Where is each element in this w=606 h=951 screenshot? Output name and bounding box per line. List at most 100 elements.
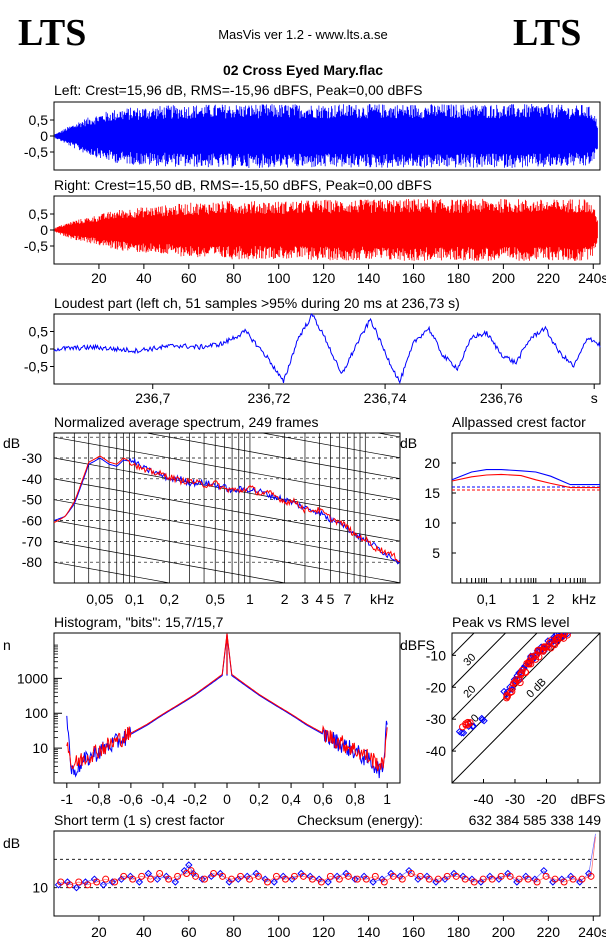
short-crest-left-point xyxy=(576,878,584,886)
crest-xtick-label: 1 xyxy=(532,591,540,607)
spectrum-xtick-label: 5 xyxy=(327,591,335,607)
loudest-part-title: Loudest part (left ch, 51 samples >95% d… xyxy=(54,295,460,311)
spectrum-xtick-label: 0,1 xyxy=(125,591,145,607)
spectrum-xtick-label: 7 xyxy=(344,591,352,607)
spectrum-pink-line xyxy=(54,520,400,583)
crest-frame xyxy=(451,432,601,584)
peak-rms-xtick-label: -30 xyxy=(505,791,525,807)
right-waveform-xtick-label: 200 xyxy=(492,270,516,286)
peak-rms-right-point xyxy=(531,652,539,660)
spectrum-data xyxy=(54,455,400,565)
loudest-ytick-label: 0,5 xyxy=(29,324,49,340)
spectrum-right-line xyxy=(54,455,400,562)
right-waveform-ytick-label: 0 xyxy=(40,222,48,238)
short-crest-left-point xyxy=(252,869,260,878)
crest-ytick-label: 15 xyxy=(424,485,440,501)
short-crest-left-point xyxy=(216,869,224,878)
short-crest-left-point xyxy=(495,875,503,883)
short-crest-right-point xyxy=(174,872,182,880)
crest-right-line xyxy=(451,473,600,489)
logo-right: LTS xyxy=(513,12,581,54)
short-crest-right-point xyxy=(245,875,253,883)
crest-ytick-label: 20 xyxy=(424,455,440,471)
short-crest-left-point xyxy=(468,875,476,883)
spectrum-ytick-label: -60 xyxy=(22,513,42,529)
short-crest-right-point xyxy=(299,872,307,880)
loudest-xtick-label: 236,74 xyxy=(364,390,407,406)
short-crest-left-point xyxy=(261,875,269,883)
short-crest-left-point xyxy=(369,878,377,886)
crest-xtick-label: 2 xyxy=(547,591,555,607)
short-crest-right-point xyxy=(290,872,298,880)
short-crest-left-point xyxy=(558,875,566,883)
short-crest-left-point xyxy=(432,878,440,886)
peak-rms-right-point xyxy=(525,660,533,668)
short-crest-left-point xyxy=(81,878,90,886)
right-waveform-xtick-label: 120 xyxy=(312,270,336,286)
histogram-ytick-label: 10 xyxy=(32,740,48,756)
spectrum-xtick-label: 1 xyxy=(246,591,254,607)
short-crest-right-point xyxy=(515,875,523,883)
loudest-ytick-label: -0,5 xyxy=(24,359,48,375)
short-crest-xtick-label: 60 xyxy=(181,924,197,940)
short-crest-left-point xyxy=(279,872,287,881)
short-crest-right-point xyxy=(317,878,325,886)
peak-rms-crest-label: 40 xyxy=(461,620,478,637)
spectrum-xtick-label: 3 xyxy=(301,591,309,607)
short-crest-right-point xyxy=(398,875,406,883)
short-crest-xtick-label: 80 xyxy=(226,924,242,940)
short-crest-right-point xyxy=(102,875,110,883)
short-crest-left-point xyxy=(171,878,180,886)
short-crest-right-point xyxy=(560,878,568,886)
peak-rms-xtick-label: -40 xyxy=(473,791,493,807)
logo-left: LTS xyxy=(18,12,86,54)
short-crest-right-point xyxy=(187,867,195,875)
spectrum-pink-line xyxy=(54,499,400,563)
short-crest-right-point xyxy=(228,875,236,883)
short-crest-right-point xyxy=(219,872,227,880)
histogram-xtick-label: -0,8 xyxy=(87,791,111,807)
spectrum-title: Normalized average spectrum, 249 frames xyxy=(54,414,319,430)
short-crest-left-point xyxy=(90,875,99,883)
short-crest-left-point xyxy=(513,878,521,886)
peak-rms-left-point xyxy=(480,717,488,725)
loudest-xtick-label: 236,72 xyxy=(248,390,291,406)
short-crest-xtick-label: 180 xyxy=(447,924,471,940)
left-waveform-signal xyxy=(54,104,598,168)
peak-rms-left-point xyxy=(457,729,466,737)
peak-rms-right-point xyxy=(528,653,536,661)
short-crest-xtick-label: 140 xyxy=(357,924,381,940)
histogram-title: Histogram, "bits": 15,7/15,7 xyxy=(54,614,224,630)
short-crest-right-point xyxy=(344,872,352,880)
short-crest-right-point xyxy=(66,881,74,889)
short-crest-right-point xyxy=(236,872,244,880)
right-waveform-xtick-label: 100 xyxy=(267,270,291,286)
short-crest-left-point xyxy=(72,883,81,892)
checksum-value: 632 384 585 338 149 xyxy=(469,812,602,828)
histogram-ytick-label: 1000 xyxy=(17,670,48,686)
short-crest-left-point xyxy=(414,875,422,883)
peak-rms-right-point xyxy=(503,694,511,702)
histogram-xtick-label: 0 xyxy=(223,791,231,807)
right-waveform-ytick-label: -0,5 xyxy=(24,238,48,254)
right-waveform-xtick-label: 240s xyxy=(578,270,606,286)
short-crest-left-point xyxy=(441,875,449,883)
short-crest-right-point xyxy=(272,872,280,880)
loudest-signal xyxy=(53,312,601,385)
short-crest-left-point xyxy=(405,866,413,875)
spectrum-pink-line xyxy=(54,561,172,583)
histogram-xtick-label: 1 xyxy=(383,791,391,807)
peak-rms-xtick-label: dBFS xyxy=(570,791,605,807)
short-crest-right-point xyxy=(57,878,65,886)
short-crest-right-point xyxy=(263,878,271,886)
short-crest-left-point xyxy=(423,872,431,881)
loudest-xtick-label: s xyxy=(591,390,598,406)
short-crest-right-point xyxy=(443,872,451,880)
peak-rms-crest-line xyxy=(452,633,600,783)
peak-rms-frame xyxy=(451,632,601,784)
histogram-ylabel: n xyxy=(3,637,11,653)
short-crest-left-point xyxy=(162,872,171,881)
short-crest-left-point xyxy=(63,878,72,886)
short-crest-right-point xyxy=(452,872,460,880)
